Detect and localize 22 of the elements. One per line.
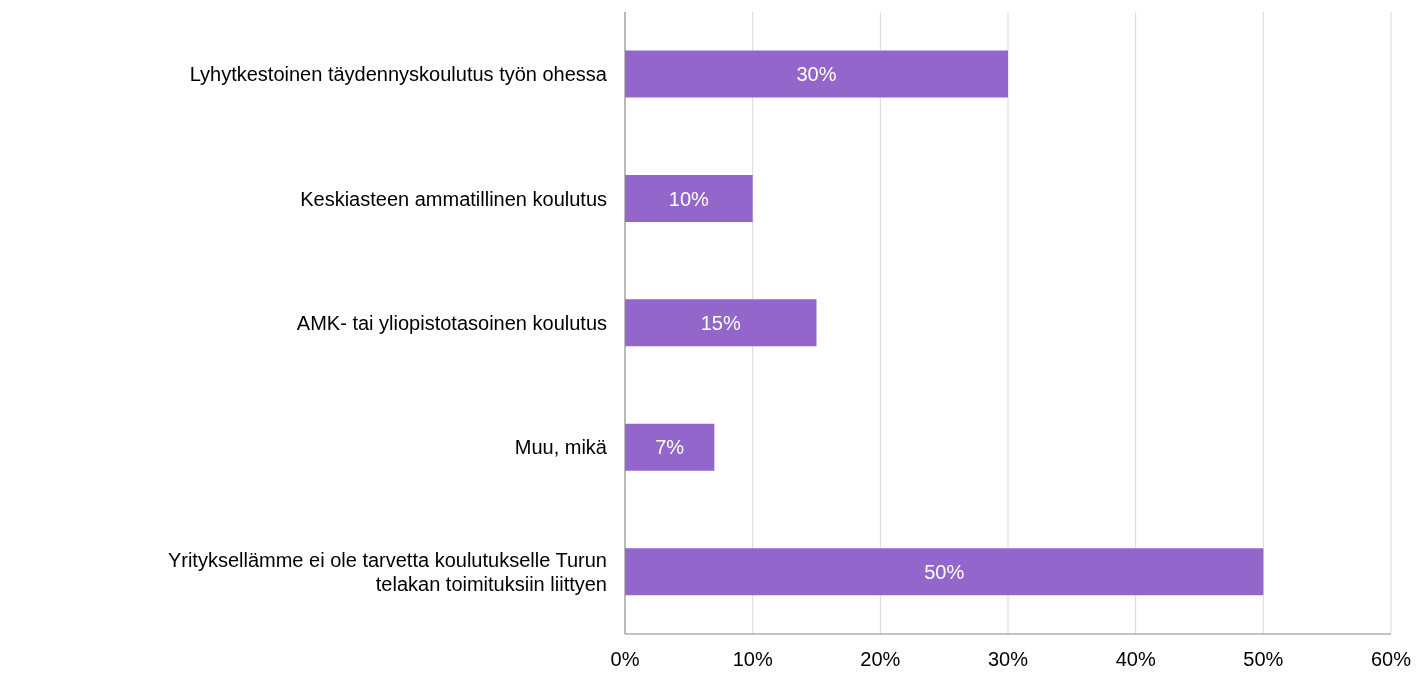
- x-tick-label: 60%: [1370, 648, 1412, 671]
- y-tick-label: Keskiasteen ammatillinen koulutus: [300, 187, 607, 210]
- bar: [625, 174, 753, 222]
- y-tick-label: Yrityksellämme ei ole tarvetta koulutukselle Turun telakan toimituksiin liittyen: [167, 548, 607, 595]
- y-tick-label: AMK- tai yliopistotasoinen koulutus: [296, 312, 607, 334]
- bar: [625, 299, 817, 347]
- data-label: 50%: [924, 560, 965, 583]
- data-label: 7%: [655, 436, 685, 459]
- bar: [625, 548, 1264, 596]
- x-tick-label: 30%: [987, 648, 1029, 671]
- bar: [625, 50, 1008, 98]
- x-tick-label: 0%: [610, 648, 640, 671]
- data-label: 30%: [796, 63, 837, 86]
- x-tick-label: 50%: [1243, 648, 1284, 671]
- x-tick-label: 10%: [732, 648, 773, 671]
- data-label: 15%: [700, 311, 741, 334]
- y-tick-label: Muu, mikä: [514, 436, 608, 459]
- x-tick-label: 40%: [1115, 648, 1156, 671]
- x-tick-label: 20%: [860, 648, 901, 671]
- data-label: 10%: [668, 187, 710, 210]
- bar: [625, 423, 715, 471]
- y-tick-label: Lyhytkestoinen täydennyskoulutus työn ohessa: [189, 63, 608, 86]
